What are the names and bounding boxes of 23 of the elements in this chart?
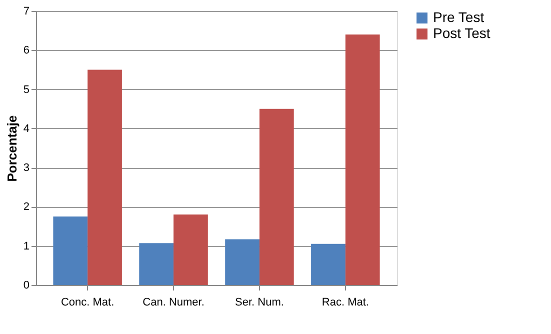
bar [225,239,260,285]
x-tick-label: Can. Numer. [142,296,204,308]
y-tick-label: 4 [23,122,30,135]
y-tick-label: 1 [23,240,30,252]
bar [88,70,122,285]
x-tick-label: Ser. Num. [235,296,284,308]
bar [174,214,208,285]
y-tick-label: 3 [23,162,30,174]
y-tick-label: 5 [23,84,30,96]
legend-label: Post Test [433,25,490,41]
bar [139,243,174,285]
y-tick-label: 7 [23,6,30,18]
y-axis-title: Porcentaje [4,115,20,182]
bar [345,34,380,285]
y-tick-label: 2 [23,201,30,214]
x-tick-label: Conc. Mat. [60,296,114,308]
bar [311,244,346,285]
bar [259,108,294,285]
y-tick-label: 0 [23,280,30,292]
bar [53,216,88,285]
y-tick-label: 6 [23,44,30,57]
legend-label: Pre Test [433,9,484,25]
x-tick-label: Rac. Mat. [322,296,369,308]
